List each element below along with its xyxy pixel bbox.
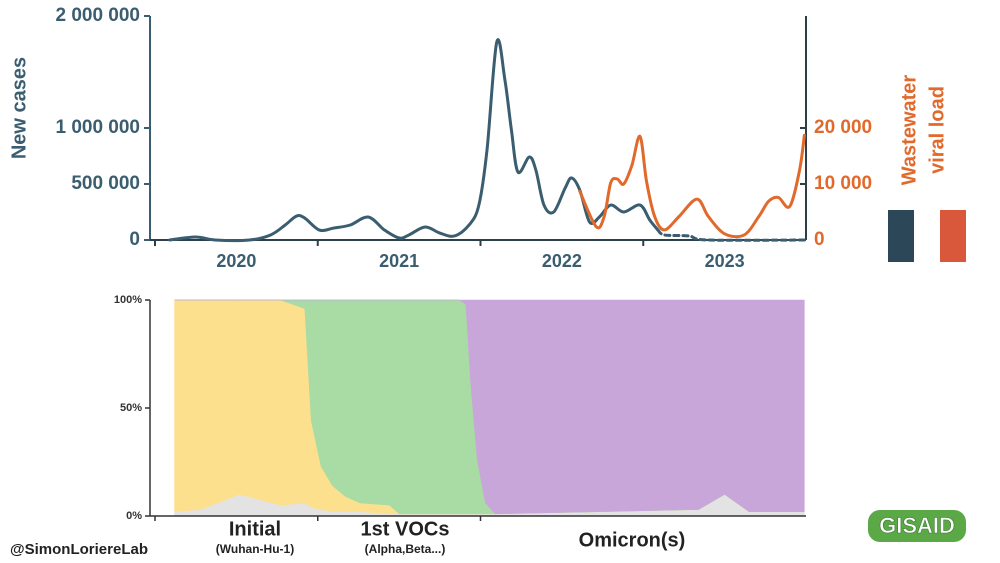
x-tick-label: 2020 [216, 251, 256, 271]
y-tick-label: 100% [114, 294, 142, 306]
y2-axis-label: Wastewater [898, 75, 920, 186]
y-tick-label: 0% [126, 510, 142, 522]
y2-tick-label: 0 [814, 229, 825, 250]
y-tick-label: 2 000 000 [55, 5, 140, 26]
series-line [168, 38, 660, 243]
variant-label: Initial [229, 518, 281, 540]
y-tick-label: 50% [120, 402, 142, 414]
y2-tick-label: 20 000 [814, 117, 872, 138]
x-tick-label: 2021 [379, 251, 419, 271]
series-line [578, 133, 806, 239]
stacked-area [174, 299, 805, 515]
variant-label: 1st VOCs [361, 518, 450, 540]
y-tick-label: 0 [129, 229, 140, 250]
series-line [656, 228, 806, 242]
y-axis-label: New cases [8, 57, 30, 159]
logo: GISAID [879, 513, 955, 538]
variant-note: (Wuhan-Hu-1) [216, 542, 294, 556]
y-tick-label: 1 000 000 [55, 117, 140, 138]
y2-axis-label: viral load [926, 86, 948, 174]
y-tick-label: 500 000 [71, 173, 140, 194]
legend-swatch [940, 210, 966, 262]
x-tick-label: 2023 [705, 251, 745, 271]
variant-note: (Alpha,Beta...) [365, 542, 446, 556]
y2-tick-label: 10 000 [814, 173, 872, 194]
x-tick-label: 2022 [542, 251, 582, 271]
logo-badge [868, 510, 966, 542]
legend-swatch [888, 210, 914, 262]
credit: @SimonLoriereLab [10, 541, 148, 558]
variant-label: Omicron(s) [579, 529, 686, 551]
